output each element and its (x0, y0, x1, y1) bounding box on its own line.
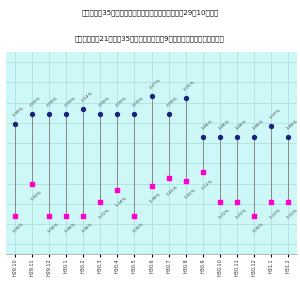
Text: 1.22%: 1.22% (286, 208, 299, 220)
Point (235, 199, 239, 204)
Text: 1.51%: 1.51% (200, 179, 214, 190)
Point (252, 214, 256, 218)
Point (132, 112, 137, 116)
Text: 1.08%: 1.08% (80, 222, 94, 234)
Point (115, 112, 120, 116)
Text: 1.34%: 1.34% (115, 196, 128, 208)
Point (149, 183, 154, 188)
Point (235, 135, 239, 139)
Point (12, 214, 17, 218)
Point (183, 95, 188, 100)
Text: 2.14%: 2.14% (80, 91, 94, 103)
Point (200, 135, 205, 139)
Text: 2.09%: 2.09% (115, 96, 128, 108)
Text: 1.99%: 1.99% (12, 106, 25, 118)
Text: 2.27%: 2.27% (149, 77, 162, 90)
Point (269, 124, 274, 128)
Text: 1.08%: 1.08% (252, 222, 265, 234)
Text: 1.40%: 1.40% (29, 190, 42, 201)
Point (46, 214, 51, 218)
Text: 1.22%: 1.22% (235, 208, 248, 220)
Text: 1.45%: 1.45% (166, 185, 179, 197)
Text: 1.97%: 1.97% (269, 108, 282, 120)
Point (46, 112, 51, 116)
Text: 1.86%: 1.86% (200, 119, 213, 131)
Point (149, 93, 154, 98)
Point (64, 112, 68, 116)
Point (252, 135, 256, 139)
Text: 1.86%: 1.86% (252, 119, 265, 131)
Text: 1.22%: 1.22% (269, 208, 282, 220)
Text: 2.09%: 2.09% (46, 96, 59, 108)
Text: 1.08%: 1.08% (132, 222, 145, 234)
Text: 《フラット35》借入金利の推移（最低～最高）平成29年10月から: 《フラット35》借入金利の推移（最低～最高）平成29年10月から (81, 10, 219, 16)
Point (132, 214, 137, 218)
Text: 2.09%: 2.09% (98, 96, 111, 108)
Text: 2.09%: 2.09% (132, 96, 145, 108)
Point (64, 214, 68, 218)
Point (200, 170, 205, 175)
Text: 1.38%: 1.38% (149, 192, 162, 203)
Point (269, 199, 274, 204)
Text: 1.08%: 1.08% (12, 222, 25, 234)
Point (183, 179, 188, 184)
Text: 1.08%: 1.08% (63, 222, 76, 234)
Text: 2.09%: 2.09% (29, 96, 42, 108)
Text: 2.09%: 2.09% (63, 96, 76, 108)
Text: 1.86%: 1.86% (286, 119, 299, 131)
Point (29, 112, 34, 116)
Point (218, 199, 222, 204)
Point (81, 214, 85, 218)
Point (98, 199, 103, 204)
Text: 1.42%: 1.42% (183, 188, 196, 199)
Point (166, 112, 171, 116)
Text: ＜借入期間が21年以上35年以下、融資率が9割以下、新機構団信付きの場: ＜借入期間が21年以上35年以下、融資率が9割以下、新機構団信付きの場 (75, 36, 225, 42)
Point (166, 176, 171, 181)
Text: 1.86%: 1.86% (235, 119, 248, 131)
Point (12, 122, 17, 126)
Text: 2.25%: 2.25% (183, 79, 196, 91)
Point (286, 199, 291, 204)
Point (81, 106, 85, 111)
Text: 1.22%: 1.22% (98, 208, 111, 220)
Text: 2.09%: 2.09% (166, 96, 179, 108)
Text: 1.08%: 1.08% (46, 222, 59, 234)
Point (218, 135, 222, 139)
Text: 1.86%: 1.86% (218, 119, 230, 131)
Point (98, 112, 103, 116)
Point (29, 181, 34, 186)
Text: 1.22%: 1.22% (218, 208, 230, 220)
Point (115, 187, 120, 192)
Point (286, 135, 291, 139)
